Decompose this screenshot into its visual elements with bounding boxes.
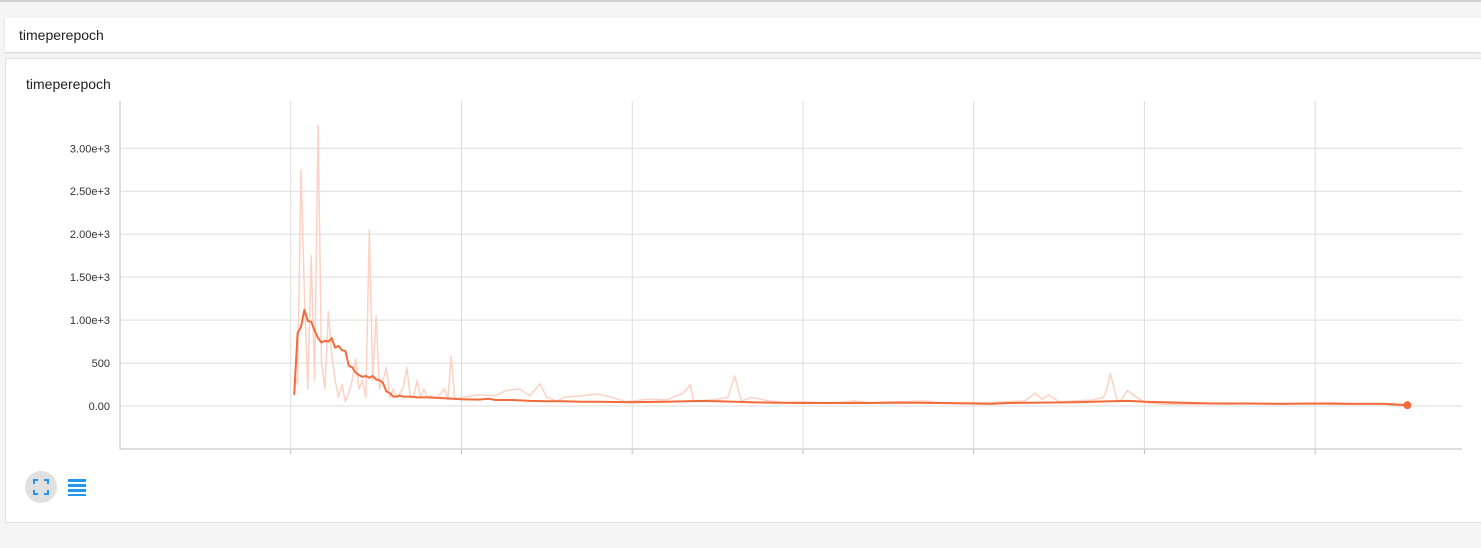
category-title: timeperepoch bbox=[19, 27, 104, 43]
y-tick-label: 500 bbox=[92, 358, 110, 370]
y-tick-label: 2.50e+3 bbox=[70, 186, 110, 198]
fit-domain-button[interactable] bbox=[25, 471, 57, 503]
toggle-data-icon bbox=[68, 479, 86, 496]
toggle-data-button[interactable] bbox=[61, 471, 93, 503]
y-tick-label: 1.50e+3 bbox=[70, 272, 110, 284]
line-chart[interactable]: 0.00050.00100.0150.0200.0250.0300.00.005… bbox=[6, 59, 1481, 459]
category-header[interactable]: timeperepoch bbox=[5, 18, 1481, 52]
y-tick-label: 3.00e+3 bbox=[70, 143, 110, 155]
y-tick-label: 0.00 bbox=[89, 401, 110, 413]
smoothed-series-line bbox=[293, 308, 1408, 407]
grid-layer bbox=[119, 101, 1462, 454]
smoothed-series-layer bbox=[293, 308, 1412, 410]
chart-card: timeperepoch 0.00050.00100.0150.0200.025… bbox=[5, 58, 1481, 523]
raw-series-layer bbox=[293, 124, 1408, 406]
tick-labels-layer: 0.00050.00100.0150.0200.0250.0300.00.005… bbox=[70, 143, 110, 413]
y-tick-label: 2.00e+3 bbox=[70, 229, 110, 241]
top-divider bbox=[0, 0, 1481, 2]
chart-title: timeperepoch bbox=[26, 76, 111, 92]
last-point-marker bbox=[1403, 401, 1412, 410]
y-tick-label: 1.00e+3 bbox=[70, 315, 110, 327]
fit-domain-icon bbox=[33, 479, 49, 495]
raw-series-line bbox=[293, 124, 1408, 406]
